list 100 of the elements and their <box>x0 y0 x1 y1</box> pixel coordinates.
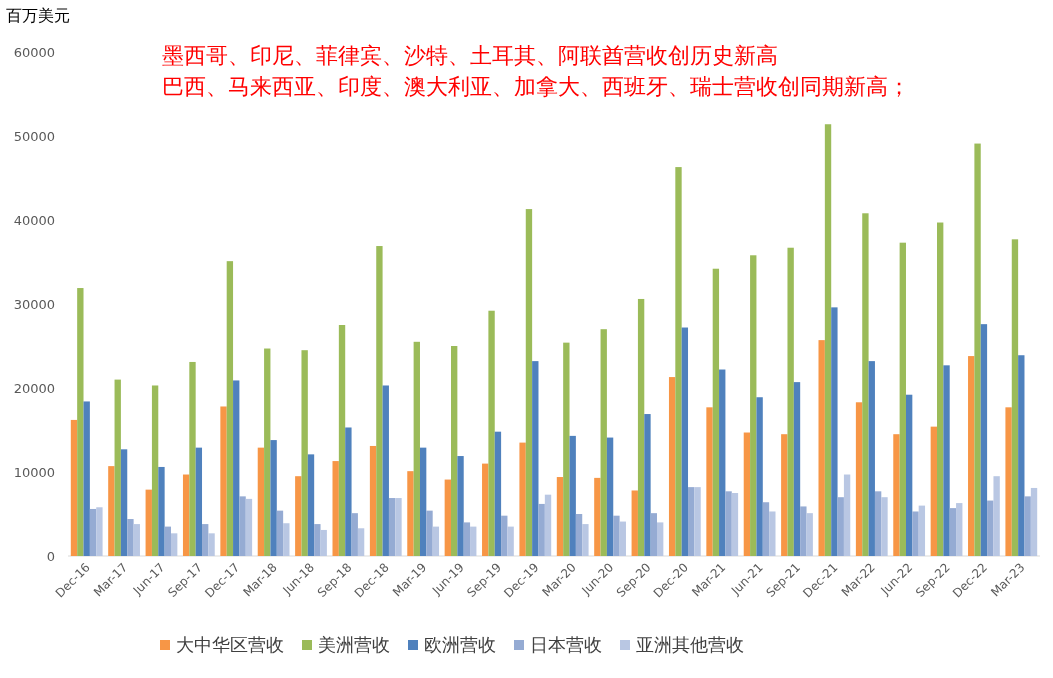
bar <box>769 511 776 556</box>
y-tick-label: 10000 <box>13 465 55 480</box>
bar <box>127 519 134 556</box>
legend-label: 欧洲营收 <box>424 634 496 655</box>
y-tick-label: 20000 <box>13 381 55 396</box>
bar <box>619 521 626 556</box>
bar <box>750 255 757 556</box>
bar <box>457 456 464 556</box>
bar <box>202 524 209 556</box>
bar <box>868 361 875 556</box>
bar <box>787 247 794 556</box>
bar <box>993 476 1000 556</box>
bar <box>719 369 726 556</box>
bar <box>270 440 277 556</box>
bar <box>257 447 265 556</box>
bar <box>388 498 396 556</box>
bar <box>494 431 502 556</box>
bar <box>800 506 807 556</box>
bar <box>912 511 919 556</box>
bar <box>376 246 383 556</box>
bar <box>781 434 788 556</box>
bar <box>600 329 607 556</box>
bar <box>974 143 981 556</box>
bar <box>544 494 552 556</box>
bar <box>631 490 638 556</box>
bar <box>83 401 90 556</box>
bar <box>569 435 576 556</box>
legend-label: 大中华区营收 <box>176 634 284 655</box>
bar <box>1024 496 1031 556</box>
bar <box>114 379 121 556</box>
bar <box>164 526 171 556</box>
bar <box>182 474 190 556</box>
bar <box>582 524 589 556</box>
bar <box>369 445 377 556</box>
bar <box>245 498 253 556</box>
bar <box>725 491 732 556</box>
bar <box>233 380 240 556</box>
bar <box>675 167 682 556</box>
y-tick-label: 50000 <box>13 129 55 144</box>
bar <box>108 466 115 556</box>
bar <box>532 361 539 556</box>
y-tick-label: 40000 <box>13 213 55 228</box>
bar <box>575 514 583 556</box>
bar <box>837 497 844 556</box>
bar <box>668 377 676 556</box>
bar <box>743 432 751 556</box>
bar <box>407 471 414 556</box>
bar <box>1005 407 1012 556</box>
y-tick-label: 30000 <box>13 297 55 312</box>
bar <box>70 419 78 556</box>
bar <box>918 505 926 556</box>
bar <box>220 406 227 556</box>
bar <box>345 427 352 556</box>
bar <box>731 493 739 556</box>
bar <box>905 394 913 556</box>
bar <box>444 479 452 556</box>
bar <box>980 324 988 556</box>
bar <box>519 442 526 556</box>
bar <box>694 487 701 556</box>
bar <box>556 477 564 556</box>
bar <box>276 510 284 556</box>
bar <box>824 124 832 556</box>
bar <box>874 491 882 556</box>
bar <box>1030 487 1038 556</box>
bar <box>208 533 215 556</box>
bar <box>189 361 196 556</box>
bar <box>637 298 645 556</box>
bar <box>264 348 271 556</box>
bar <box>538 503 545 556</box>
legend-label: 美洲营收 <box>318 634 390 655</box>
bar <box>712 268 720 556</box>
bar <box>351 513 358 556</box>
bar <box>470 526 477 556</box>
bar <box>688 487 695 556</box>
legend-label: 亚洲其他营收 <box>636 634 744 655</box>
bar <box>606 437 614 556</box>
bar <box>171 533 178 556</box>
bar <box>956 503 963 556</box>
bar <box>239 496 246 556</box>
bar <box>943 365 950 556</box>
bar <box>338 325 346 556</box>
bar <box>195 447 203 556</box>
bar <box>120 449 128 556</box>
bar <box>332 461 339 556</box>
bar <box>320 529 327 556</box>
bar <box>501 515 508 556</box>
bar <box>295 476 302 556</box>
bar <box>756 397 763 556</box>
y-tick-label: 60000 <box>13 45 55 60</box>
bar <box>507 526 514 556</box>
bar <box>419 447 427 556</box>
bar <box>831 307 838 556</box>
bar <box>314 524 321 556</box>
bar <box>357 528 365 556</box>
bar <box>226 261 234 556</box>
bar <box>451 346 458 556</box>
bar <box>301 350 308 556</box>
bar <box>145 489 152 556</box>
bar <box>1018 355 1025 556</box>
bar <box>899 242 906 556</box>
